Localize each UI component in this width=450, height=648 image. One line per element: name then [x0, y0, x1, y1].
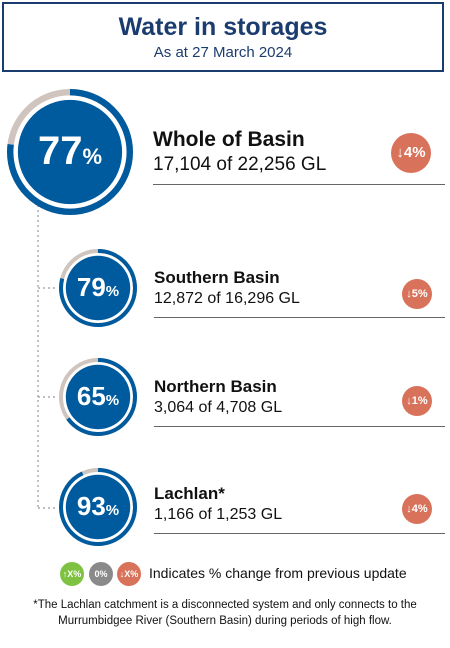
row-divider	[153, 184, 445, 185]
row-divider	[154, 317, 445, 318]
gauge-progress-arc	[7, 89, 133, 215]
gauge-percent-symbol: %	[82, 144, 103, 169]
gauge-northern-basin: 65%	[58, 357, 138, 437]
change-badge-northern-basin: ↓1%	[402, 386, 432, 416]
storage-volume: 17,104 of 22,256 GL	[153, 154, 327, 175]
storage-volume: 1,166 of 1,253 GL	[154, 506, 283, 523]
gauge-southern-basin: 79%	[58, 248, 138, 328]
gauge-percent-label: 65%	[58, 381, 138, 412]
storage-name: Whole of Basin	[153, 128, 305, 151]
gauge-ring	[59, 249, 137, 327]
gauge-progress-arc	[59, 358, 137, 436]
storage-volume: 12,872 of 16,296 GL	[154, 290, 300, 307]
header-panel: Water in storages As at 27 March 2024	[2, 2, 444, 72]
gauge-percent-label: 93%	[58, 491, 138, 522]
change-badge-southern-basin: ↓5%	[402, 279, 432, 309]
row-divider	[154, 426, 445, 427]
gauge-percent-symbol: %	[105, 283, 120, 300]
storage-info-northern-basin: Northern Basin 3,064 of 4,708 GL	[154, 377, 282, 417]
storage-volume: 3,064 of 4,708 GL	[154, 399, 283, 416]
gauge-disk	[17, 99, 123, 205]
gauge-ring	[59, 468, 137, 546]
gauge-ring	[7, 89, 133, 215]
gauge-disk	[65, 364, 131, 430]
legend-decrease-badge: ↓X%	[117, 562, 141, 586]
legend-increase-badge: ↑X%	[60, 562, 84, 586]
storage-name: Northern Basin	[154, 377, 277, 396]
gauge-percent-label: 79%	[58, 272, 138, 303]
change-badge-whole-of-basin: ↓4%	[391, 133, 431, 173]
gauge-disk	[65, 474, 131, 540]
gauge-percent-value: 79	[76, 272, 106, 302]
gauge-lachlan: 93%	[58, 467, 138, 547]
gauge-progress-arc	[59, 249, 137, 327]
gauge-disk	[65, 255, 131, 321]
storage-info-whole-of-basin: Whole of Basin 17,104 of 22,256 GL	[153, 128, 326, 176]
gauge-percent-symbol: %	[105, 502, 120, 519]
storage-info-lachlan: Lachlan* 1,166 of 1,253 GL	[154, 484, 282, 524]
footnote: *The Lachlan catchment is a disconnected…	[33, 599, 417, 627]
gauge-percent-value: 77	[37, 129, 83, 173]
legend-no-change-badge: 0%	[89, 562, 113, 586]
gauge-percent-value: 65	[76, 381, 106, 411]
change-badge-lachlan: ↓4%	[402, 494, 432, 524]
gauge-percent-symbol: %	[105, 392, 120, 409]
storage-name: Southern Basin	[154, 268, 280, 287]
gauge-ring	[59, 358, 137, 436]
storage-name: Lachlan*	[154, 484, 225, 503]
gauge-percent-value: 93	[76, 491, 106, 521]
legend-text: Indicates % change from previous update	[149, 565, 407, 581]
page-title: Water in storages	[118, 13, 328, 41]
gauge-percent-label: 77%	[6, 129, 134, 174]
gauge-progress-arc	[59, 468, 137, 546]
row-divider	[154, 533, 445, 534]
storage-info-southern-basin: Southern Basin 12,872 of 16,296 GL	[154, 268, 300, 308]
gauge-whole-of-basin: 77%	[6, 88, 134, 216]
page-subtitle: As at 27 March 2024	[153, 44, 293, 61]
